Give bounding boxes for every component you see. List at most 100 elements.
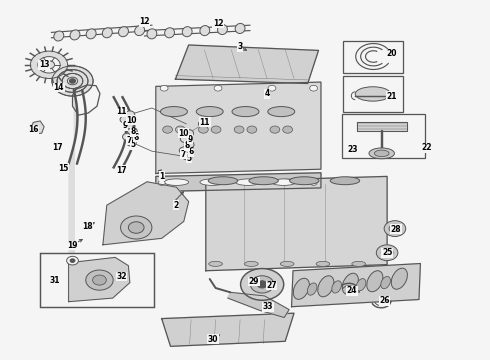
Ellipse shape [54, 31, 64, 41]
Polygon shape [103, 182, 189, 245]
Circle shape [123, 122, 133, 129]
Circle shape [283, 126, 293, 133]
Circle shape [158, 180, 165, 185]
Text: 32: 32 [116, 272, 127, 281]
Circle shape [214, 85, 222, 91]
Text: 28: 28 [391, 225, 401, 234]
Ellipse shape [232, 107, 259, 117]
Circle shape [180, 135, 190, 143]
Text: 5: 5 [186, 153, 191, 163]
Circle shape [38, 57, 60, 73]
Circle shape [52, 66, 93, 96]
Circle shape [122, 133, 132, 140]
Circle shape [198, 126, 208, 133]
Circle shape [67, 256, 78, 265]
Circle shape [184, 130, 194, 137]
Text: 8: 8 [131, 127, 136, 136]
Ellipse shape [164, 179, 189, 185]
Text: 6: 6 [134, 132, 139, 141]
Text: 3: 3 [238, 42, 243, 51]
Text: 23: 23 [347, 145, 358, 154]
Circle shape [126, 139, 136, 146]
Bar [342, 114, 425, 158]
Ellipse shape [307, 283, 317, 295]
Polygon shape [156, 173, 321, 192]
Text: 12: 12 [213, 19, 223, 28]
Text: 33: 33 [263, 302, 273, 311]
Text: 20: 20 [387, 49, 397, 58]
Ellipse shape [86, 29, 96, 39]
Text: 8: 8 [185, 141, 190, 150]
Ellipse shape [355, 87, 391, 101]
Circle shape [310, 180, 317, 185]
Circle shape [184, 141, 194, 148]
Circle shape [93, 275, 106, 285]
Bar [40, 253, 154, 307]
Circle shape [270, 126, 280, 133]
Ellipse shape [316, 261, 330, 266]
Text: 11: 11 [116, 107, 127, 116]
Ellipse shape [236, 179, 260, 185]
Circle shape [30, 51, 68, 78]
Text: 16: 16 [28, 125, 39, 134]
Text: 10: 10 [178, 129, 189, 138]
Circle shape [381, 248, 393, 257]
Bar [343, 76, 403, 112]
Text: 11: 11 [199, 118, 210, 127]
Ellipse shape [209, 261, 222, 266]
Polygon shape [69, 257, 130, 302]
Ellipse shape [161, 107, 187, 117]
Ellipse shape [392, 268, 407, 289]
Text: 9: 9 [188, 135, 193, 144]
Text: 25: 25 [382, 248, 392, 257]
Polygon shape [228, 292, 289, 318]
Ellipse shape [200, 26, 210, 36]
Text: 19: 19 [67, 241, 78, 250]
Circle shape [70, 79, 75, 83]
Text: 7: 7 [181, 150, 186, 158]
Text: 21: 21 [387, 91, 397, 100]
Text: 9: 9 [122, 122, 127, 130]
Ellipse shape [245, 261, 258, 266]
Text: 26: 26 [379, 296, 390, 305]
Ellipse shape [196, 107, 223, 117]
Circle shape [241, 269, 284, 300]
Ellipse shape [367, 271, 383, 292]
Circle shape [234, 126, 244, 133]
Polygon shape [357, 122, 407, 131]
Ellipse shape [200, 179, 224, 185]
Circle shape [268, 85, 276, 91]
Ellipse shape [165, 28, 174, 38]
Circle shape [120, 116, 130, 123]
Polygon shape [206, 176, 387, 271]
Ellipse shape [268, 107, 294, 117]
Circle shape [127, 127, 137, 135]
Circle shape [310, 85, 318, 91]
Circle shape [163, 126, 172, 133]
Circle shape [86, 270, 113, 290]
Ellipse shape [290, 177, 319, 185]
Polygon shape [162, 313, 294, 346]
Text: 14: 14 [53, 83, 64, 92]
Ellipse shape [271, 179, 296, 185]
Text: 17: 17 [52, 143, 63, 152]
Circle shape [70, 259, 75, 262]
Ellipse shape [356, 279, 366, 291]
Circle shape [44, 61, 54, 69]
Polygon shape [292, 264, 420, 307]
Ellipse shape [330, 177, 360, 185]
Text: 15: 15 [58, 163, 69, 172]
Ellipse shape [318, 276, 334, 297]
Text: 1: 1 [159, 172, 164, 181]
Circle shape [384, 221, 406, 237]
Polygon shape [175, 45, 318, 84]
Circle shape [175, 126, 185, 133]
Text: 5: 5 [131, 140, 136, 149]
Ellipse shape [280, 261, 294, 266]
Circle shape [389, 224, 401, 233]
Polygon shape [156, 82, 321, 174]
Circle shape [128, 222, 144, 233]
Ellipse shape [147, 29, 157, 39]
Ellipse shape [343, 273, 358, 294]
Text: 31: 31 [49, 276, 60, 285]
